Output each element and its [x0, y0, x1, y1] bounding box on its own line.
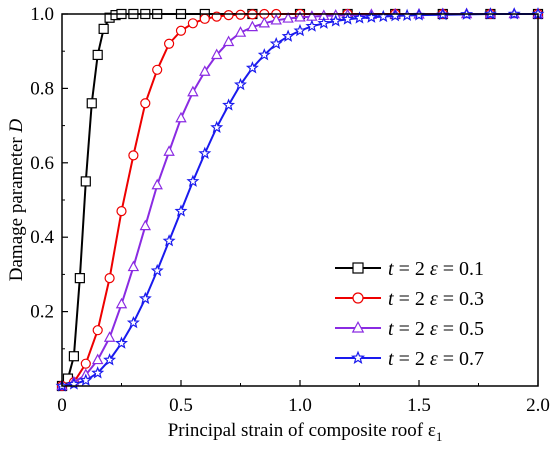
y-tick-label: 0.6 — [30, 153, 54, 174]
data-point-triangle — [258, 16, 271, 28]
x-axis-label-subscript: 1 — [436, 429, 443, 444]
data-point-triangle — [163, 145, 175, 156]
data-point-triangle — [175, 111, 187, 123]
data-point-star — [350, 350, 366, 364]
data-point-triangle — [210, 48, 223, 60]
legend-entry-1: t = 2 ε = 0.1 — [335, 258, 484, 280]
data-point-star — [234, 77, 247, 91]
data-point-star — [138, 291, 152, 305]
x-axis-label: Principal strain of composite roof ε1 — [168, 420, 443, 444]
data-point-circle — [92, 325, 103, 336]
x-axis-label-text: Principal strain of composite roof ε — [168, 420, 436, 441]
data-point-star — [353, 11, 366, 24]
data-point-star — [150, 263, 164, 277]
data-point-star — [91, 366, 105, 379]
data-point-triangle — [199, 65, 211, 76]
legend-entry-4: t = 2 ε = 0.7 — [335, 348, 484, 370]
data-point-star — [376, 9, 390, 23]
data-point-triangle — [351, 320, 365, 333]
data-point-circle — [164, 38, 175, 49]
legend-entry-2: t = 2 ε = 0.3 — [335, 288, 484, 310]
data-point-circle — [116, 206, 127, 217]
data-point-star — [317, 16, 331, 29]
data-point-triangle — [222, 35, 235, 47]
data-point-square — [352, 262, 364, 274]
y-axis-label: Damage parameter D — [6, 118, 27, 281]
x-tick-label: 0 — [57, 395, 67, 416]
y-tick-label: 0.4 — [30, 227, 54, 248]
legend-label: t = 2 ε = 0.1 — [388, 258, 484, 280]
data-point-star — [210, 120, 224, 133]
data-point-triangle — [127, 260, 140, 272]
data-point-star — [186, 174, 200, 187]
data-point-triangle — [294, 10, 306, 22]
data-point-star — [115, 336, 128, 349]
data-point-star — [79, 373, 93, 386]
data-point-square — [80, 176, 91, 187]
data-point-circle — [140, 98, 151, 109]
x-tick-label: 2.0 — [526, 395, 550, 416]
data-point-star — [281, 29, 295, 42]
data-point-triangle — [234, 26, 247, 37]
data-point-circle — [223, 10, 234, 21]
data-point-star — [103, 353, 117, 366]
legend-label: t = 2 ε = 0.7 — [388, 348, 484, 370]
y-tick-label: 0.2 — [30, 302, 54, 323]
data-point-star — [245, 61, 259, 74]
y-tick-label: 1.0 — [30, 4, 54, 25]
data-point-triangle — [139, 219, 152, 231]
data-point-star — [364, 10, 378, 23]
legend-entry-3: t = 2 ε = 0.5 — [335, 318, 484, 340]
data-point-circle — [152, 64, 163, 75]
data-point-triangle — [187, 85, 199, 97]
data-point-star — [174, 204, 188, 217]
data-point-square — [86, 98, 97, 109]
ticks-layer: 0 0.5 1.0 1.5 2.0 0.2 0.4 0.6 0.8 1.0 — [30, 4, 550, 416]
y-tick-label: 0.8 — [30, 78, 54, 99]
x-tick-label: 0.5 — [169, 395, 193, 416]
data-point-circle — [352, 292, 364, 304]
data-point-triangle — [282, 12, 294, 23]
data-point-square — [68, 351, 80, 362]
legend-label: t = 2 ε = 0.5 — [388, 318, 484, 340]
data-point-square — [92, 49, 103, 61]
data-point-triangle — [151, 178, 163, 190]
x-tick-label: 1.0 — [288, 395, 312, 416]
data-point-star — [269, 36, 283, 50]
data-point-star — [198, 146, 212, 160]
data-point-star — [222, 98, 236, 111]
data-point-circle — [187, 18, 198, 29]
data-point-star — [257, 48, 271, 61]
data-point-star — [293, 23, 307, 37]
data-point-triangle — [91, 353, 104, 365]
data-point-star — [126, 315, 140, 329]
data-point-triangle — [115, 297, 128, 309]
data-point-triangle — [103, 331, 116, 342]
x-tick-label: 1.5 — [407, 395, 431, 416]
legend-label: t = 2 ε = 0.3 — [388, 288, 484, 310]
y-axis-label-text: Damage parameter — [6, 132, 27, 281]
data-point-square — [74, 273, 85, 284]
data-point-star — [162, 234, 176, 247]
y-axis-label-variable: D — [6, 118, 27, 133]
data-point-star — [329, 14, 343, 27]
data-point-star — [305, 19, 319, 32]
data-point-triangle — [246, 20, 259, 32]
data-point-circle — [128, 150, 139, 161]
data-point-square — [98, 23, 109, 34]
data-point-circle — [80, 358, 91, 369]
data-point-circle — [199, 13, 210, 24]
data-point-circle — [104, 273, 115, 284]
data-point-triangle — [270, 13, 282, 25]
data-point-star — [400, 8, 414, 21]
data-point-star — [341, 12, 355, 25]
data-point-circle — [175, 25, 187, 36]
legend: t = 2 ε = 0.1 t = 2 ε = 0.3 t = 2 ε = 0.5 t… — [335, 258, 484, 370]
